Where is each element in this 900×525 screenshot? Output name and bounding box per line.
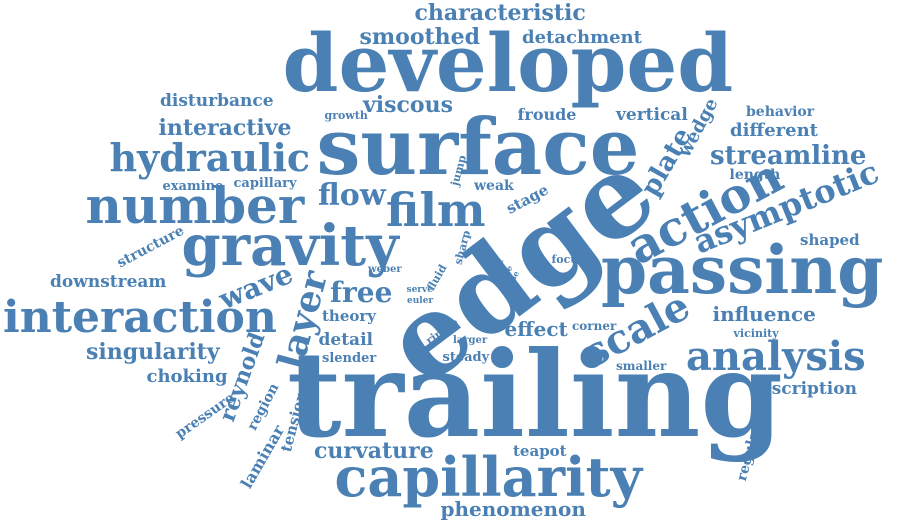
word-growth: growth — [324, 108, 368, 122]
word-interaction: interaction — [3, 292, 277, 343]
word-capillarity: capillarity — [334, 445, 642, 509]
word-weak: weak — [474, 178, 514, 194]
word-length: length — [729, 167, 781, 183]
word-theory: theory — [322, 306, 377, 325]
word-laminar: laminar — [236, 421, 289, 492]
word-description: description — [749, 378, 857, 399]
word-characteristic: characteristic — [414, 0, 586, 26]
word-viscous: viscous — [363, 92, 453, 118]
word-disturbance: disturbance — [160, 90, 274, 111]
word-detachment: detachment — [522, 27, 642, 48]
word-euler: euler — [407, 295, 434, 306]
word-different: different — [730, 120, 818, 141]
word-downstream: downstream — [50, 271, 167, 292]
word-shaped: shaped — [800, 230, 860, 249]
word-vicinity: vicinity — [733, 326, 779, 340]
word-choking: choking — [146, 366, 228, 387]
word-detail: detail — [318, 329, 374, 350]
word-serve: serve — [406, 284, 434, 295]
word-smoothed: smoothed — [359, 24, 481, 50]
word-froude: froude — [517, 105, 577, 124]
word-hydraulic: hydraulic — [109, 135, 311, 180]
word-passing: passing — [601, 231, 884, 309]
word-influence: influence — [712, 302, 816, 326]
word-slender: slender — [322, 350, 377, 366]
word-capillary: capillary — [233, 175, 297, 191]
word-curvature: curvature — [314, 438, 434, 464]
word-focus: focus — [551, 252, 585, 266]
word-flow: flow — [318, 178, 386, 213]
word-phenomenon: phenomenon — [440, 497, 586, 521]
word-interactive: interactive — [158, 115, 292, 141]
word-weber: weber — [368, 264, 402, 275]
word-corner: corner — [572, 319, 617, 333]
word-free: free — [330, 276, 393, 309]
word-streamline: streamline — [710, 141, 867, 171]
word-behavior: behavior — [746, 104, 815, 120]
word-steady: steady — [442, 349, 490, 365]
word-singularity: singularity — [86, 339, 220, 365]
word-smaller: smaller — [616, 359, 667, 373]
word-examine: examine — [162, 178, 224, 194]
word-trailing: trailing — [287, 325, 783, 464]
word-larger: larger — [453, 335, 488, 346]
word-teapot: teapot — [513, 441, 567, 460]
word-effect: effect — [504, 317, 568, 341]
word-surface: surface — [316, 102, 640, 193]
word-number: number — [85, 176, 305, 235]
word-developed: developed — [282, 16, 734, 110]
word-vertical: vertical — [616, 104, 688, 125]
word-analysis: analysis — [686, 333, 866, 380]
word-film: film — [386, 183, 486, 237]
word-gravity: gravity — [181, 213, 399, 279]
